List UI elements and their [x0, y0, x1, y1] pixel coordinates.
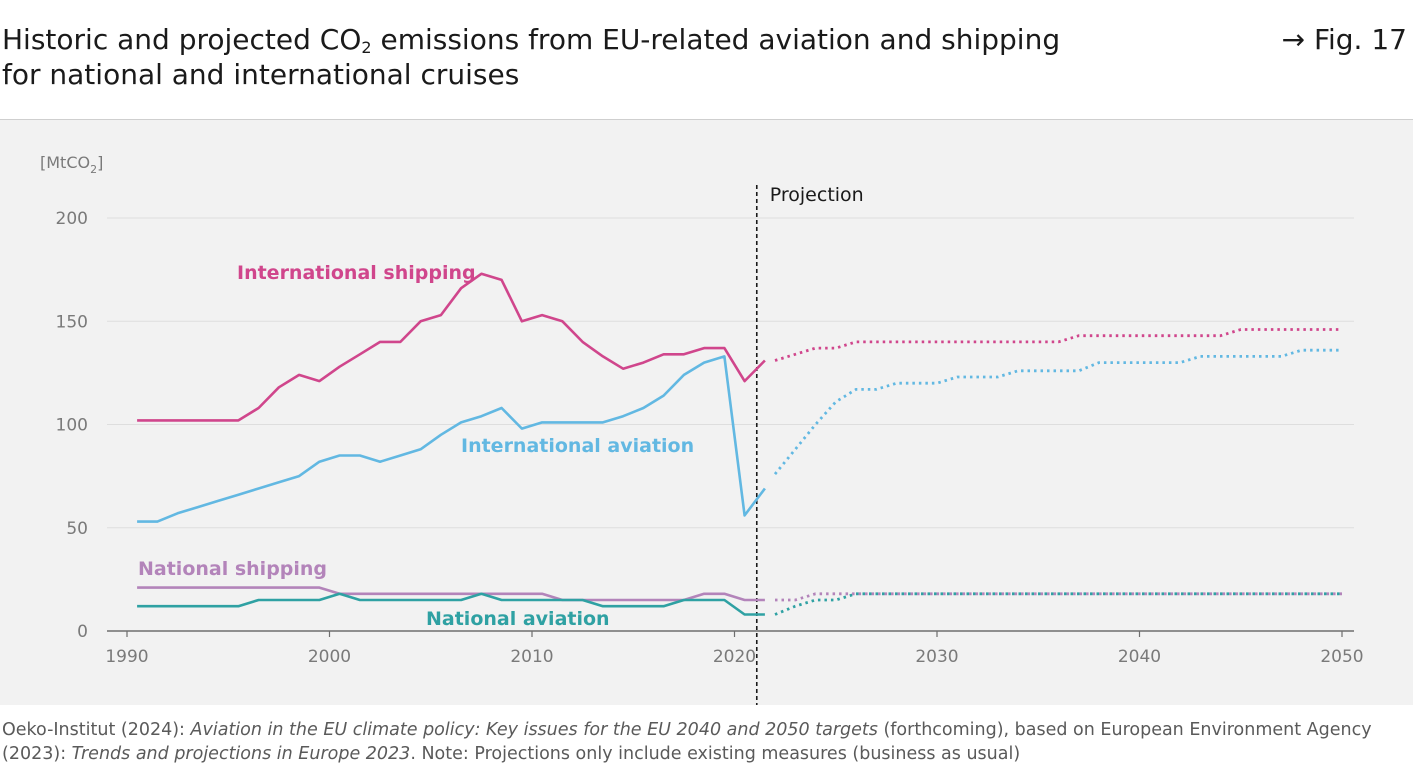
national-aviation-historic-line [137, 592, 765, 616]
projection-marker: Projection [755, 184, 864, 705]
international-shipping-historic-line [137, 272, 766, 422]
gridlines [107, 217, 1354, 529]
international-aviation-historic-line [137, 355, 766, 523]
title-line-1: Historic and projected CO2 emissions fro… [2, 23, 1061, 57]
x-tick-label: 2000 [308, 647, 351, 667]
national-aviation-projected-line [774, 592, 1342, 616]
x-tick-label: 2040 [1118, 647, 1161, 667]
line-chart: 1990 2000 2010 2020 2030 2040 2050 0 50 100 150 20… [40, 153, 1364, 705]
international-aviation-label: International aviation [461, 435, 694, 457]
x-tick-label: 2020 [713, 647, 756, 667]
y-axis: 0 50 100 150 200 [56, 209, 88, 642]
source-note: Oeko-Institut (2024): Aviation in the EU… [2, 720, 1372, 764]
y-tick-label: 0 [77, 622, 88, 642]
projection-label: Projection [770, 184, 864, 206]
chart-area: 1990 2000 2010 2020 2030 2040 2050 0 50 100 150 20… [0, 119, 1413, 705]
x-tick-label: 1990 [105, 647, 148, 667]
national-shipping-label: National shipping [138, 558, 327, 580]
y-tick-label: 100 [56, 416, 88, 436]
x-tick-label: 2010 [510, 647, 553, 667]
y-axis-label: [MtCO2] [40, 153, 103, 176]
national-aviation-label: National aviation [426, 608, 610, 630]
international-shipping-projected-line [774, 328, 1342, 362]
title-line-2: for national and international cruises [2, 58, 520, 91]
series-labels: International shipping International avia… [138, 262, 694, 630]
x-axis: 1990 2000 2010 2020 2030 2040 2050 [105, 630, 1364, 667]
figure-reference: → Fig. 17 [1281, 23, 1407, 56]
national-shipping-projected-line [775, 592, 1342, 602]
x-tick-label: 2050 [1320, 647, 1363, 667]
x-tick-label: 2030 [915, 647, 958, 667]
y-tick-label: 200 [56, 209, 88, 229]
series-lines [137, 272, 1342, 616]
y-tick-label: 50 [66, 519, 88, 539]
international-shipping-label: International shipping [237, 262, 476, 284]
national-shipping-historic-line [137, 586, 765, 602]
chart-title: Historic and projected CO2 emissions fro… [2, 22, 1192, 92]
international-aviation-projected-line [773, 348, 1342, 475]
y-tick-label: 150 [56, 312, 88, 332]
